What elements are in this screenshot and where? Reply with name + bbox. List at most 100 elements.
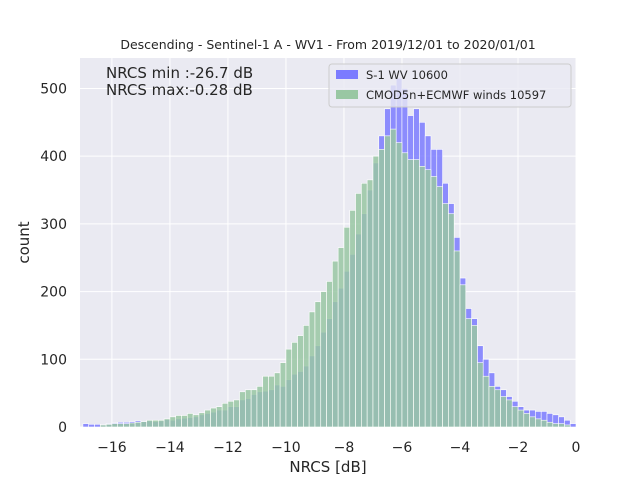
histogram-bar [227, 400, 235, 428]
histogram-bar [268, 375, 275, 428]
y-tick-label: 0 [58, 420, 67, 436]
histogram-bar [442, 203, 449, 428]
histogram-bar [465, 318, 472, 428]
histogram-bar [366, 179, 374, 428]
histogram-bar [540, 419, 548, 428]
histogram-bar [279, 362, 287, 428]
cmod-series-bars [100, 128, 571, 428]
histogram-bar [564, 424, 571, 428]
histogram-bar [535, 418, 542, 428]
histogram-bar [558, 423, 565, 428]
histogram-bar [233, 399, 240, 428]
histogram-bar [349, 210, 356, 428]
histogram-bar [314, 301, 322, 428]
histogram-bar [82, 423, 90, 428]
histogram-bar [123, 423, 130, 428]
histogram-bar [105, 423, 113, 428]
histogram-bar [506, 399, 513, 428]
x-tick-label: −10 [271, 440, 301, 456]
x-tick-label: −14 [155, 440, 185, 456]
histogram-bar [552, 423, 559, 428]
histogram-bar [204, 409, 211, 428]
nrcs-max-annotation: NRCS max:-0.28 dB [106, 81, 253, 99]
histogram-bar [471, 325, 478, 428]
histogram-bar [477, 362, 484, 428]
histogram-bar [187, 413, 194, 428]
histogram-bar [175, 415, 182, 428]
histogram-bar [192, 414, 200, 428]
histogram-bar [262, 375, 269, 428]
histogram-bar [511, 406, 519, 428]
x-tick-label: −4 [450, 440, 471, 456]
histogram-bar [337, 247, 345, 428]
histogram-bar [384, 135, 391, 428]
histogram-bar [407, 159, 414, 428]
x-tick-label: 0 [572, 440, 581, 456]
y-tick-label: 100 [40, 352, 67, 368]
histogram-bar [198, 412, 206, 428]
histogram-bar [453, 250, 461, 428]
histogram-bar [256, 386, 264, 428]
x-tick-label: −2 [508, 440, 529, 456]
y-tick-label: 400 [40, 149, 67, 165]
y-axis-label: count [15, 221, 33, 263]
histogram-bar [274, 372, 281, 428]
nrcs-min-annotation: NRCS min :-26.7 dB [106, 64, 253, 82]
histogram-bar [129, 422, 136, 428]
histogram-bars [82, 78, 577, 428]
histogram-bar [343, 226, 351, 428]
histogram-bar [326, 281, 333, 428]
histogram-bar [152, 419, 159, 428]
histogram-bar [94, 423, 101, 428]
histogram-bar [517, 409, 525, 428]
histogram-bar [111, 423, 119, 428]
legend-label-s1: S-1 WV 10600 [366, 68, 448, 82]
histogram-bar [482, 375, 490, 428]
histogram-bar [163, 418, 171, 428]
histogram-bar [390, 128, 397, 428]
histogram-bar [332, 260, 339, 428]
legend-swatch-s1 [336, 70, 358, 79]
legend: S-1 WV 10600 CMOD5n+ECMWF winds 10597 [328, 63, 572, 108]
histogram-bar [424, 169, 432, 428]
histogram-bar [401, 152, 409, 428]
histogram-bar [100, 424, 107, 428]
histogram-bar [448, 213, 455, 428]
x-tick-label: −8 [334, 440, 355, 456]
histogram-bar [413, 159, 420, 428]
histogram-bar [378, 149, 385, 428]
axis-ticks: −16 −14 −12 −10 −8 −6 −4 −2 0 0 100 200 300 400 500 [40, 81, 580, 456]
histogram-bar [140, 421, 148, 428]
histogram-bar [181, 415, 188, 428]
histogram-bar [134, 421, 142, 428]
histogram-bar [494, 389, 501, 428]
histogram-bar [430, 176, 438, 428]
histogram-bar [250, 389, 258, 428]
histogram-bar [395, 142, 403, 428]
histogram-bar [117, 423, 124, 428]
legend-box [328, 63, 572, 108]
histogram-bar [158, 419, 165, 428]
histogram-bar [210, 407, 217, 428]
histogram-bar [488, 386, 496, 428]
histogram-bar [221, 403, 229, 428]
histogram-bar [569, 423, 577, 428]
chart-title: Descending - Sentinel-1 A - WV1 - From 2… [120, 37, 535, 52]
histogram-bar [291, 342, 298, 428]
histogram-bar [436, 186, 443, 428]
y-tick-label: 300 [40, 217, 67, 233]
histogram-bar [308, 311, 316, 428]
histogram-bar [523, 413, 530, 428]
histogram-bar [546, 421, 554, 428]
histogram-bar [419, 166, 426, 428]
histogram-bar [320, 291, 327, 428]
histogram-bar [169, 416, 177, 428]
histogram-bar [239, 391, 246, 428]
x-axis-label: NRCS [dB] [289, 458, 366, 476]
histogram-bar [529, 416, 536, 428]
y-tick-label: 200 [40, 285, 67, 301]
histogram-bar [500, 396, 507, 428]
histogram-bar [361, 182, 368, 428]
histogram-bar [88, 423, 95, 428]
